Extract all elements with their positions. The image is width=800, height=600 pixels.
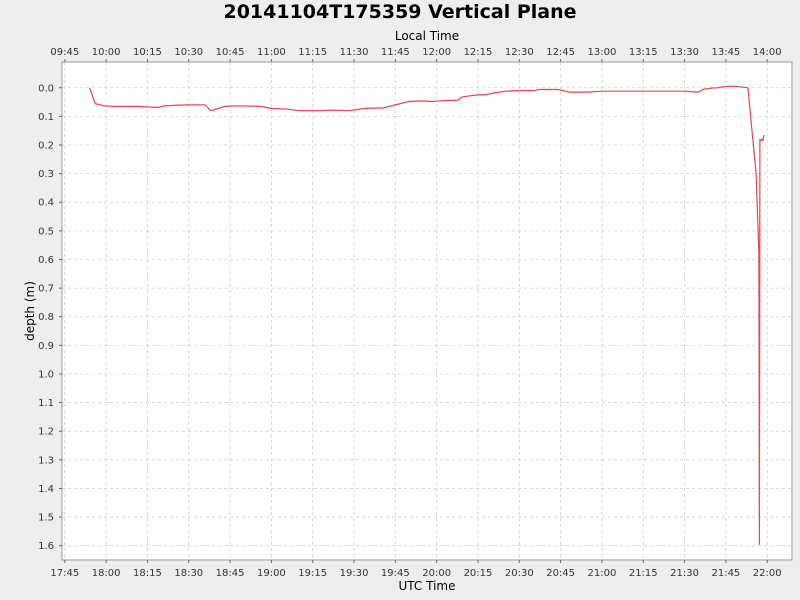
x-tick-label: 20:30 (505, 568, 534, 579)
x-tick-label: 20:45 (546, 568, 575, 579)
top-tick-label: 10:45 (216, 47, 245, 58)
x-tick-label: 19:15 (298, 568, 327, 579)
top-tick-label: 13:15 (629, 47, 658, 58)
top-tick-label: 10:15 (133, 47, 162, 58)
x-tick-label: 21:15 (629, 568, 658, 579)
y-tick-label: 0.8 (38, 312, 54, 323)
y-tick-label: 1.4 (38, 484, 54, 495)
top-tick-label: 10:30 (174, 47, 203, 58)
x-tick-label: 18:30 (174, 568, 203, 579)
x-tick-label: 21:00 (588, 568, 617, 579)
top-tick-label: 11:00 (257, 47, 286, 58)
top-tick-label: 11:30 (340, 47, 369, 58)
top-tick-label: 12:15 (464, 47, 493, 58)
top-tick-label: 12:00 (422, 47, 451, 58)
y-tick-label: 0.4 (38, 198, 54, 209)
y-tick-label: 0.0 (38, 83, 54, 94)
y-tick-label: 1.0 (38, 369, 54, 380)
y-tick-label: 0.1 (38, 112, 54, 123)
plot-background (61, 61, 793, 561)
top-tick-label: 13:45 (711, 47, 740, 58)
y-tick-label: 0.9 (38, 341, 54, 352)
top-tick-label: 12:45 (546, 47, 575, 58)
y-tick-label: 1.5 (38, 513, 54, 524)
y-axis-label: depth (m) (23, 281, 37, 341)
y-tick-label: 0.2 (38, 141, 54, 152)
top-tick-label: 11:45 (381, 47, 410, 58)
top-tick-label: 10:00 (92, 47, 121, 58)
top-tick-label: 12:30 (505, 47, 534, 58)
y-tick-label: 1.2 (38, 427, 54, 438)
y-tick-label: 0.3 (38, 169, 54, 180)
x-tick-label: 19:00 (257, 568, 286, 579)
x-tick-label: 17:45 (50, 568, 79, 579)
top-tick-label: 13:00 (588, 47, 617, 58)
top-tick-label: 09:45 (50, 47, 79, 58)
series-line-depth (89, 85, 765, 545)
x-tick-label: 18:00 (92, 568, 121, 579)
y-tick-label: 1.3 (38, 455, 54, 466)
x-tick-label: 21:45 (711, 568, 740, 579)
top-tick-label: 14:00 (753, 47, 782, 58)
x-tick-label: 19:45 (381, 568, 410, 579)
top-tick-label: 13:30 (670, 47, 699, 58)
x-tick-label: 20:00 (422, 568, 451, 579)
y-tick-label: 0.7 (38, 284, 54, 295)
chart-title: 20141104T175359 Vertical Plane (223, 1, 577, 23)
x-tick-label: 18:45 (216, 568, 245, 579)
top-tick-label: 11:15 (298, 47, 327, 58)
x-tick-label: 18:15 (133, 568, 162, 579)
x-axis-label: UTC Time (399, 579, 456, 593)
x-tick-label: 22:00 (753, 568, 782, 579)
x-tick-label: 19:30 (340, 568, 369, 579)
y-tick-label: 1.1 (38, 398, 54, 409)
y-tick-label: 0.5 (38, 226, 54, 237)
top-axis-label: Local Time (395, 29, 459, 43)
x-tick-label: 20:15 (464, 568, 493, 579)
y-tick-label: 1.6 (38, 541, 54, 552)
x-tick-label: 21:30 (670, 568, 699, 579)
y-tick-label: 0.6 (38, 255, 54, 266)
